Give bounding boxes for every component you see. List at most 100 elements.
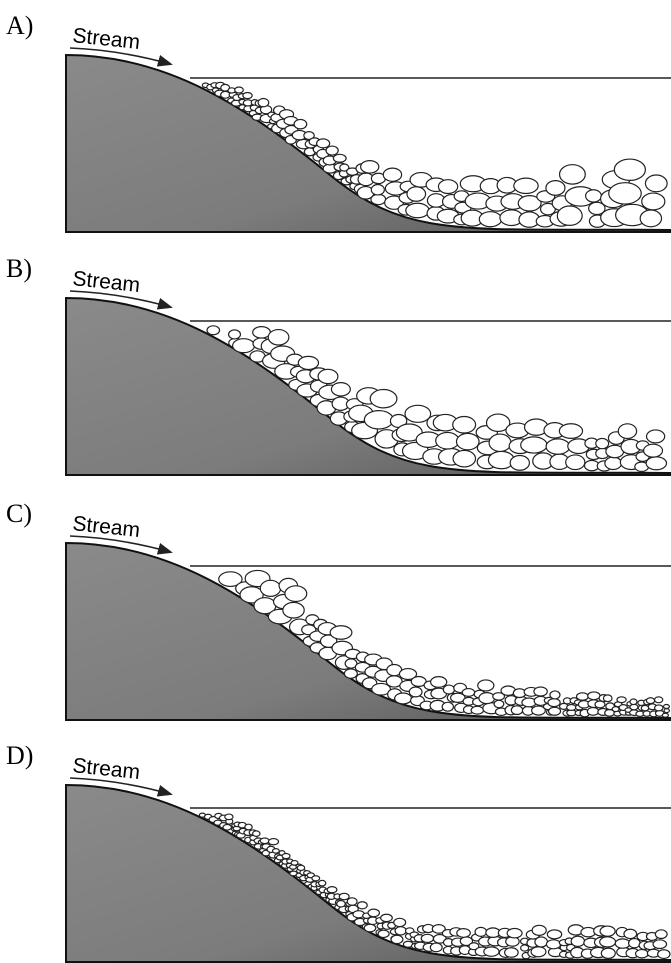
pebble [613, 158, 646, 182]
pebble [239, 586, 264, 604]
slope [65, 53, 671, 233]
pebble [429, 942, 443, 953]
pebble [360, 160, 380, 174]
pebble [296, 864, 306, 872]
stream-label: Stream [71, 24, 141, 54]
pebble [442, 684, 456, 695]
panel-label: D) [6, 741, 33, 770]
pebble [336, 899, 346, 908]
pebble [547, 706, 562, 716]
pebble [545, 180, 566, 196]
pebble [367, 908, 381, 918]
pebble [329, 625, 353, 640]
pebble [293, 118, 308, 130]
pebble [429, 676, 448, 688]
pebble [602, 694, 613, 703]
pebble [586, 706, 600, 716]
pebble [332, 153, 347, 163]
pebble [218, 571, 243, 588]
pebble [641, 192, 666, 211]
pebble [488, 433, 512, 453]
pebble [456, 928, 471, 938]
pebble [654, 704, 664, 712]
pebble [461, 687, 476, 697]
pebble [227, 329, 242, 340]
pebble [510, 705, 524, 716]
pebble [393, 917, 407, 928]
pebble [267, 328, 290, 346]
pebble [595, 437, 610, 450]
pebble [431, 924, 446, 934]
pebble [531, 705, 546, 716]
pebble [617, 423, 638, 440]
pebble [267, 837, 280, 846]
pebble [408, 686, 423, 698]
stream-arrow [69, 535, 173, 555]
pebble [252, 830, 261, 837]
pebble [452, 449, 477, 468]
pebble [565, 454, 586, 471]
pebble [545, 438, 571, 455]
pebble [394, 692, 413, 705]
stream-label: Stream [71, 267, 141, 297]
pebble [485, 413, 511, 433]
pebble [297, 355, 320, 371]
pebble [611, 706, 620, 713]
pebble [303, 131, 315, 141]
pebble [558, 423, 584, 439]
pebble [570, 935, 586, 948]
pebble [343, 668, 358, 679]
pebble [356, 901, 368, 910]
pebble [608, 182, 642, 205]
pebble [616, 696, 627, 704]
stream-label: Stream [71, 754, 141, 784]
pebble [325, 145, 339, 156]
pebble [206, 325, 221, 336]
stream-arrow [69, 777, 173, 797]
slope [65, 783, 671, 963]
pebble [492, 692, 506, 701]
pebble [259, 579, 282, 597]
pebble [520, 436, 548, 454]
panel-label: B) [6, 254, 32, 283]
pebble [652, 939, 668, 950]
pebble [474, 926, 488, 938]
pebble [599, 936, 617, 948]
pebble [222, 823, 233, 831]
pebble [506, 927, 523, 939]
pebble [452, 415, 477, 434]
pebble [398, 667, 418, 681]
pebble [455, 432, 480, 451]
pebble [623, 928, 638, 940]
pebble [377, 929, 390, 939]
pebble [614, 938, 631, 949]
pebble [420, 933, 435, 944]
pebble [588, 201, 606, 216]
panel-label: C) [6, 499, 32, 528]
pebble [662, 703, 671, 710]
pebble [545, 939, 562, 950]
pebble [546, 929, 563, 940]
pebble [653, 696, 664, 704]
pebble [504, 947, 519, 958]
pebble [259, 837, 270, 845]
pebble [478, 692, 496, 705]
pebble [405, 202, 430, 219]
pebble [627, 937, 641, 949]
pebble [558, 164, 586, 185]
pebble [663, 708, 670, 714]
pebble [394, 926, 407, 936]
pebble [645, 456, 668, 471]
panel: C) Stream [6, 499, 671, 721]
pebble [339, 163, 350, 172]
pebble [640, 704, 650, 712]
panel: D) Stream [6, 741, 671, 963]
pebble [600, 947, 616, 959]
pebble [477, 679, 495, 692]
pebble [390, 934, 404, 945]
pebble [326, 886, 338, 894]
pebble [435, 431, 460, 450]
pebble [330, 382, 351, 397]
pebble [404, 404, 432, 423]
pebble [437, 179, 459, 195]
